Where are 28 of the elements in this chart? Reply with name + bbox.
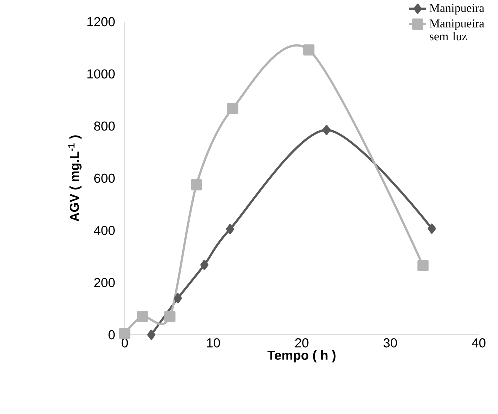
y-axis-title: AGV ( mg.L$^{-1}$ ) [68, 136, 82, 222]
point [428, 224, 436, 234]
y-tick-label: 400 [94, 226, 115, 236]
y-tick-label: 600 [94, 174, 115, 184]
x-tick-label: 30 [384, 338, 398, 348]
point [418, 260, 429, 272]
y-tick-label: 200 [94, 278, 115, 288]
point [200, 260, 209, 270]
point [322, 125, 331, 136]
point [174, 293, 182, 304]
x-tick-label: 10 [207, 338, 220, 348]
point [137, 311, 148, 322]
legend-label: Manipueira sem luz [430, 20, 484, 41]
y-tick-label: 800 [94, 122, 115, 131]
point [304, 44, 315, 56]
y-tick-label: 1000 [88, 70, 115, 79]
y-tick-label: 0 [108, 330, 115, 340]
point [191, 179, 202, 191]
x-axis-title: Tempo ( h ) [268, 350, 336, 363]
x-tick-label: 20 [295, 338, 309, 348]
legend-label: Manipueira [430, 4, 484, 15]
point [164, 311, 176, 322]
point [226, 224, 234, 234]
point [119, 328, 131, 340]
point [227, 103, 239, 114]
x-tick-label: 40 [472, 338, 486, 348]
point [147, 330, 156, 340]
y-tick-label: 1200 [88, 17, 115, 27]
